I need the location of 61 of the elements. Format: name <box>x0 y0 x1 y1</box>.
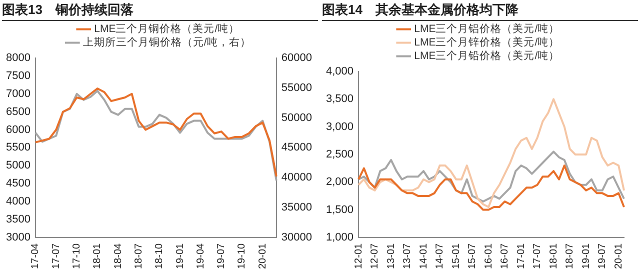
x-tick-label: 20-01 <box>613 242 624 269</box>
y-tick-label: 3500 <box>6 214 30 226</box>
x-tick-label: 17-10 <box>72 242 83 269</box>
y2-tick-label: 45000 <box>281 142 312 154</box>
legend-label: LME三个月铜价格（美元/吨） <box>94 22 240 36</box>
y-tick-label: 2,000 <box>326 176 354 188</box>
y2-tick-label: 50000 <box>281 112 312 124</box>
x-tick-label: 18-07 <box>564 242 576 269</box>
x-tick-label: 17-07 <box>50 242 62 269</box>
x-tick-label: 17-01 <box>516 242 527 269</box>
legend-label: LME三个月铅价格（美元/吨） <box>414 49 560 62</box>
y-tick-label: 7500 <box>6 70 30 82</box>
y2-tick-label: 35000 <box>281 202 312 214</box>
legend-label: 上期所三个月铜价格（元/吨，右） <box>82 36 251 49</box>
y-tick-label: 4000 <box>6 196 30 208</box>
x-tick-label: 17-04 <box>30 242 42 269</box>
x-tick-label: 18-01 <box>92 242 104 269</box>
x-tick-label: 15-01 <box>450 242 462 269</box>
y-tick-label: 5500 <box>6 142 30 154</box>
y-tick-label: 2,500 <box>326 148 354 160</box>
y2-tick-label: 55000 <box>281 82 312 94</box>
x-tick-label: 16-01 <box>483 242 494 269</box>
x-tick-label: 14-01 <box>418 242 430 269</box>
x-tick-label: 19-07 <box>597 242 608 269</box>
x-tick-label: 13-07 <box>402 242 414 269</box>
y-tick-label: 4,000 <box>326 66 354 78</box>
chart-title: 图表13 铜价持续回落 <box>2 0 318 21</box>
x-tick-label: 19-04 <box>195 242 206 269</box>
x-tick-label: 15-07 <box>467 242 478 269</box>
x-tick-label: 18-04 <box>112 242 124 269</box>
y-tick-label: 4500 <box>6 178 30 190</box>
x-tick-label: 18-10 <box>154 242 166 269</box>
chart-title: 图表14 其余基本金属价格均下降 <box>322 0 638 21</box>
x-tick-label: 19-07 <box>216 242 228 269</box>
y2-tick-label: 30000 <box>281 231 312 244</box>
legend-label: LME三个月铝价格（美元/吨） <box>414 22 560 36</box>
y-tick-label: 6500 <box>6 106 30 118</box>
x-tick-label: 12-01 <box>353 242 364 269</box>
y-tick-label: 6000 <box>6 124 30 136</box>
legend-label: LME三个月锌价格（美元/吨） <box>414 36 560 49</box>
x-tick-label: 16-07 <box>500 242 511 269</box>
y-tick-label: 3,500 <box>326 93 354 106</box>
y-tick-label: 5000 <box>6 160 30 172</box>
y-tick-label: 1,500 <box>326 204 354 216</box>
y-tick-label: 7000 <box>6 88 30 100</box>
y2-tick-label: 40000 <box>281 172 312 184</box>
y-tick-label: 3000 <box>6 231 30 244</box>
x-tick-label: 18-07 <box>133 242 144 269</box>
x-tick-label: 19-10 <box>236 242 248 269</box>
x-tick-label: 14-07 <box>434 242 446 269</box>
x-tick-label: 17-07 <box>532 242 544 269</box>
x-tick-label: 19-01 <box>174 242 186 269</box>
x-tick-label: 12-07 <box>370 242 381 269</box>
x-tick-label: 13-01 <box>386 242 397 269</box>
y-tick-label: 1,000 <box>326 231 354 244</box>
y2-tick-label: 60000 <box>281 52 312 64</box>
x-tick-label: 18-01 <box>548 242 560 269</box>
x-tick-label: 20-01 <box>257 242 268 269</box>
y-tick-label: 8000 <box>6 52 30 64</box>
y-tick-label: 3,000 <box>326 120 354 133</box>
x-tick-label: 19-01 <box>580 242 592 269</box>
